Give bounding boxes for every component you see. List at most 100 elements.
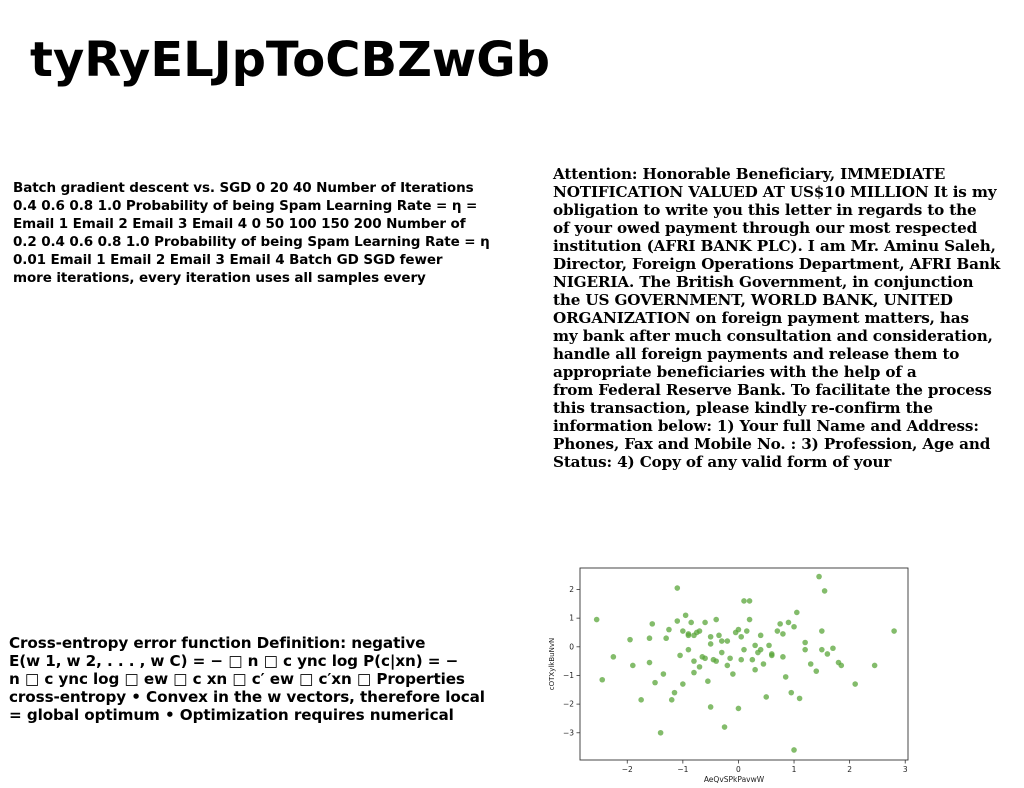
text-line: Email 1 Email 2 Email 3 Email 4 0 50 100…	[13, 216, 466, 232]
scatter-point	[630, 662, 636, 669]
scatter-point	[802, 639, 808, 646]
scatter-point	[813, 668, 820, 674]
scatter-point	[782, 674, 789, 680]
text-line: NOTIFICATION VALUED AT US$10 MILLION It …	[553, 183, 997, 201]
text-line: Status: 4) Copy of any valid form of you…	[553, 453, 892, 471]
scatter-point	[680, 681, 686, 687]
scatter-point	[691, 632, 697, 639]
scatter-point	[713, 616, 720, 623]
scatter-point	[802, 646, 808, 653]
text-line: n □ c ync log □ ew □ c xn □ c′ ew □ c′xn…	[9, 670, 465, 688]
x-tick-label: −1	[677, 765, 688, 774]
y-tick-label: −3	[563, 728, 574, 737]
scatter-point	[663, 635, 669, 642]
scatter-point	[757, 632, 764, 639]
gradient-descent-text: Batch gradient descent vs. SGD 0 20 40 N…	[13, 179, 490, 287]
scatter-point	[791, 623, 797, 630]
scatter-point	[757, 646, 764, 653]
scatter-point	[738, 633, 745, 640]
text-line: institution (AFRI BANK PLC). I am Mr. Am…	[553, 237, 996, 255]
text-line: NIGERIA. The British Government, in conj…	[553, 273, 974, 291]
text-line: ORGANIZATION on foreign payment matters,…	[553, 309, 969, 327]
scatter-point	[752, 666, 758, 673]
scatter-point	[788, 689, 795, 696]
y-tick-label: 1	[569, 614, 574, 623]
scatter-point	[819, 646, 825, 653]
x-tick-label: 2	[847, 765, 852, 774]
x-tick-label: 0	[736, 765, 741, 774]
y-tick-label: 0	[569, 642, 574, 651]
scatter-point	[735, 705, 742, 712]
page-title: tyRyELJpToCBZwGb	[30, 32, 550, 88]
scatter-point	[791, 747, 797, 753]
scatter-point	[707, 641, 714, 647]
scatter-point	[610, 654, 617, 660]
scatter-point	[702, 619, 708, 626]
scatter-point	[821, 588, 828, 594]
scatter-point	[682, 612, 689, 619]
scatter-point	[796, 695, 803, 702]
scatter-point	[713, 658, 720, 664]
scatter-point	[727, 655, 733, 662]
y-axis-label: cOTXylkBuNvN	[548, 638, 556, 690]
scatter-point	[593, 616, 600, 623]
text-line: 0.4 0.6 0.8 1.0 Probability of being Spa…	[13, 198, 478, 214]
scatter-chart: −2 −1 0 1 2 3 −3 −2 −1 0 1 2 AeQvSPkPavwW cOTXylkBuNv…	[548, 567, 909, 784]
scatter-point	[649, 621, 656, 627]
y-tick-label: 2	[569, 585, 574, 594]
scatter-point	[741, 598, 747, 604]
text-line: from Federal Reserve Bank. To facilitate…	[553, 381, 992, 399]
scatter-point	[724, 662, 731, 669]
scatter-point	[746, 616, 753, 623]
y-tick-label: −2	[563, 700, 574, 709]
text-line: E(w 1, w 2, . . . , w C) = − □ n □ c ync…	[9, 652, 459, 670]
scatter-point	[671, 689, 678, 696]
scatter-point	[780, 631, 786, 637]
scatter-point	[746, 598, 753, 604]
scatter-point	[668, 697, 675, 703]
scatter-point	[852, 681, 858, 687]
text-line: of your owed payment through our most re…	[553, 219, 978, 237]
scatter-point	[794, 609, 800, 616]
scatter-point	[763, 694, 770, 700]
text-line: this transaction, please kindly re-confi…	[553, 399, 933, 417]
scatter-point	[819, 628, 825, 634]
text-line: obligation to write you this letter in r…	[553, 201, 977, 219]
text-line: Director, Foreign Operations Department,…	[553, 255, 1001, 273]
text-line: information below: 1) Your full Name and…	[553, 417, 979, 435]
scatter-point	[599, 676, 606, 683]
scatter-point	[702, 655, 708, 662]
text-line: = global optimum • Optimization requires…	[9, 706, 454, 724]
scatter-point	[743, 628, 750, 634]
scatter-point	[638, 697, 644, 703]
x-tick-label: −2	[622, 765, 633, 774]
scatter-point	[707, 704, 714, 710]
scatter-point	[824, 651, 831, 657]
scatter-point	[838, 662, 845, 669]
scatter-point	[768, 652, 775, 659]
scatter-point	[807, 661, 814, 667]
text-line: more iterations, every iteration uses al…	[13, 270, 426, 286]
scatter-point	[666, 626, 672, 633]
scatter-point	[657, 729, 664, 736]
y-tick-label: −1	[563, 671, 574, 680]
scatter-point	[752, 642, 758, 649]
scatter-point	[738, 656, 745, 663]
scatter-point	[688, 619, 694, 626]
scatter-point	[766, 642, 772, 649]
scatter-point	[680, 628, 686, 634]
scatter-point	[696, 664, 703, 670]
scatter-point	[677, 652, 683, 659]
x-tick-label: 1	[792, 765, 797, 774]
scatter-point	[696, 628, 703, 634]
text-line: my bank after much consultation and cons…	[553, 327, 993, 345]
text-line: cross-entropy • Convex in the w vectors,…	[9, 688, 485, 706]
scatter-point	[816, 573, 822, 580]
plot-frame	[579, 567, 909, 761]
scatter-point	[785, 619, 792, 626]
text-line: Cross-entropy error function Definition:…	[9, 634, 426, 652]
scatter-point	[830, 645, 836, 652]
text-line: Phones, Fax and Mobile No. : 3) Professi…	[553, 435, 991, 453]
scatter-point	[780, 654, 786, 660]
scatter-point	[760, 661, 767, 667]
